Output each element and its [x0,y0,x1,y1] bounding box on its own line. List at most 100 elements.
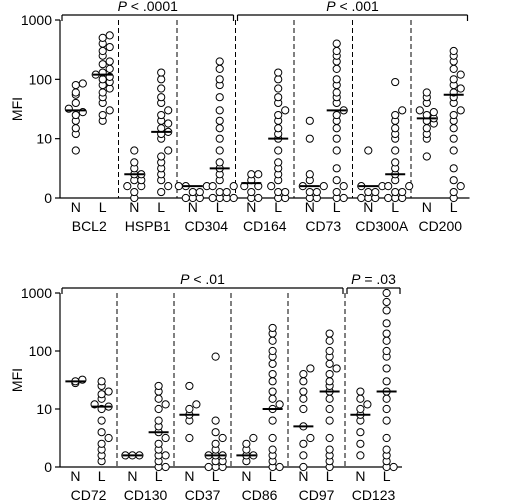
chart-panel-1: 0 10 100 1000 MFI P < .0001 P < .001 N L BCL2 N L HS… [9,0,470,234]
p-value-label: P < .01 [180,271,225,287]
marker-name: CD86 [242,487,278,501]
data-point [215,134,224,143]
data-point [123,182,132,191]
data-point [211,416,220,425]
data-point [249,433,258,443]
marker-cd300a: N L CD300A [355,77,414,234]
data-point [185,381,194,391]
data-point [268,387,277,396]
data-point [405,182,414,191]
data-point [306,433,315,443]
data-point [188,187,197,197]
data-point [154,394,163,403]
significance-bracket: P = .03 [346,271,401,294]
data-point [332,187,341,197]
marker-cd304: N L CD304 [174,57,238,234]
data-point [305,170,314,179]
data-point [97,428,106,437]
marker-name: CD97 [299,487,335,501]
data-point [325,404,334,414]
data-point [299,377,308,386]
marker-cd130: N L CD130 [121,381,170,501]
p-value-label: P < .0001 [118,0,179,14]
data-point [192,400,201,409]
data-point [274,68,283,77]
data-point [130,146,139,155]
data-point [215,64,224,73]
data-point [97,390,106,399]
data-point [161,451,170,460]
marker-name: CD164 [243,218,287,234]
data-point [391,146,400,155]
data-point [274,124,283,133]
data-point [339,182,348,191]
data-point [154,439,163,448]
data-point [325,445,334,454]
marker-name: CD200 [418,218,462,234]
data-point [391,158,400,167]
data-point [332,164,341,173]
data-point [204,462,213,472]
data-point [422,124,431,133]
data-point [154,404,163,414]
data-point [299,369,308,379]
y-tick-label: 100 [29,71,53,87]
data-point [356,439,365,448]
data-point [215,124,224,133]
data-point [384,182,393,191]
data-point [164,119,173,128]
data-point [274,146,283,155]
data-point [449,146,458,155]
data-point [254,170,263,179]
marker-name: BCL2 [72,218,107,234]
group-label: N [241,468,251,484]
data-point [382,377,391,386]
marker-name: CD304 [184,218,228,234]
data-point [456,84,465,93]
data-point [268,377,277,386]
data-point [456,182,465,191]
marker-name: CD130 [124,487,168,501]
data-point [391,187,400,197]
data-point [382,404,391,414]
group-label: L [274,199,282,215]
data-point [274,187,283,197]
chart-panel-2: 0 10 100 1000 MFI P < .01 P = .03 N L CD72 N L CD130… [9,271,402,501]
data-point [98,60,107,69]
data-point [449,176,458,185]
data-point [105,31,114,40]
data-point [332,88,341,97]
data-point [157,68,166,77]
significance-bracket: P < .001 [236,0,469,21]
data-point [449,164,458,173]
data-point [229,193,238,203]
group-label: N [422,199,432,215]
data-point [98,46,107,56]
marker-name: CD72 [71,487,107,501]
data-point [78,79,87,88]
data-point [274,84,283,93]
data-point [398,106,407,115]
data-point [382,346,391,356]
data-point [275,400,284,409]
group-label: N [188,199,198,215]
marker-name: CD37 [185,487,221,501]
data-point [164,182,173,191]
group-label: L [391,199,399,215]
data-point [382,416,391,425]
y-tick-label: 100 [29,343,53,359]
marker-hspb1: N L HSPB1 [123,68,173,234]
data-point [364,187,373,197]
data-point [429,108,438,117]
data-point [325,377,334,386]
data-point [215,106,224,115]
data-point [325,416,334,425]
data-point [422,88,431,97]
data-point [157,124,166,133]
data-point [104,387,113,396]
data-point [339,193,348,203]
data-point [382,319,391,328]
data-point [71,88,80,97]
data-point [382,336,391,345]
